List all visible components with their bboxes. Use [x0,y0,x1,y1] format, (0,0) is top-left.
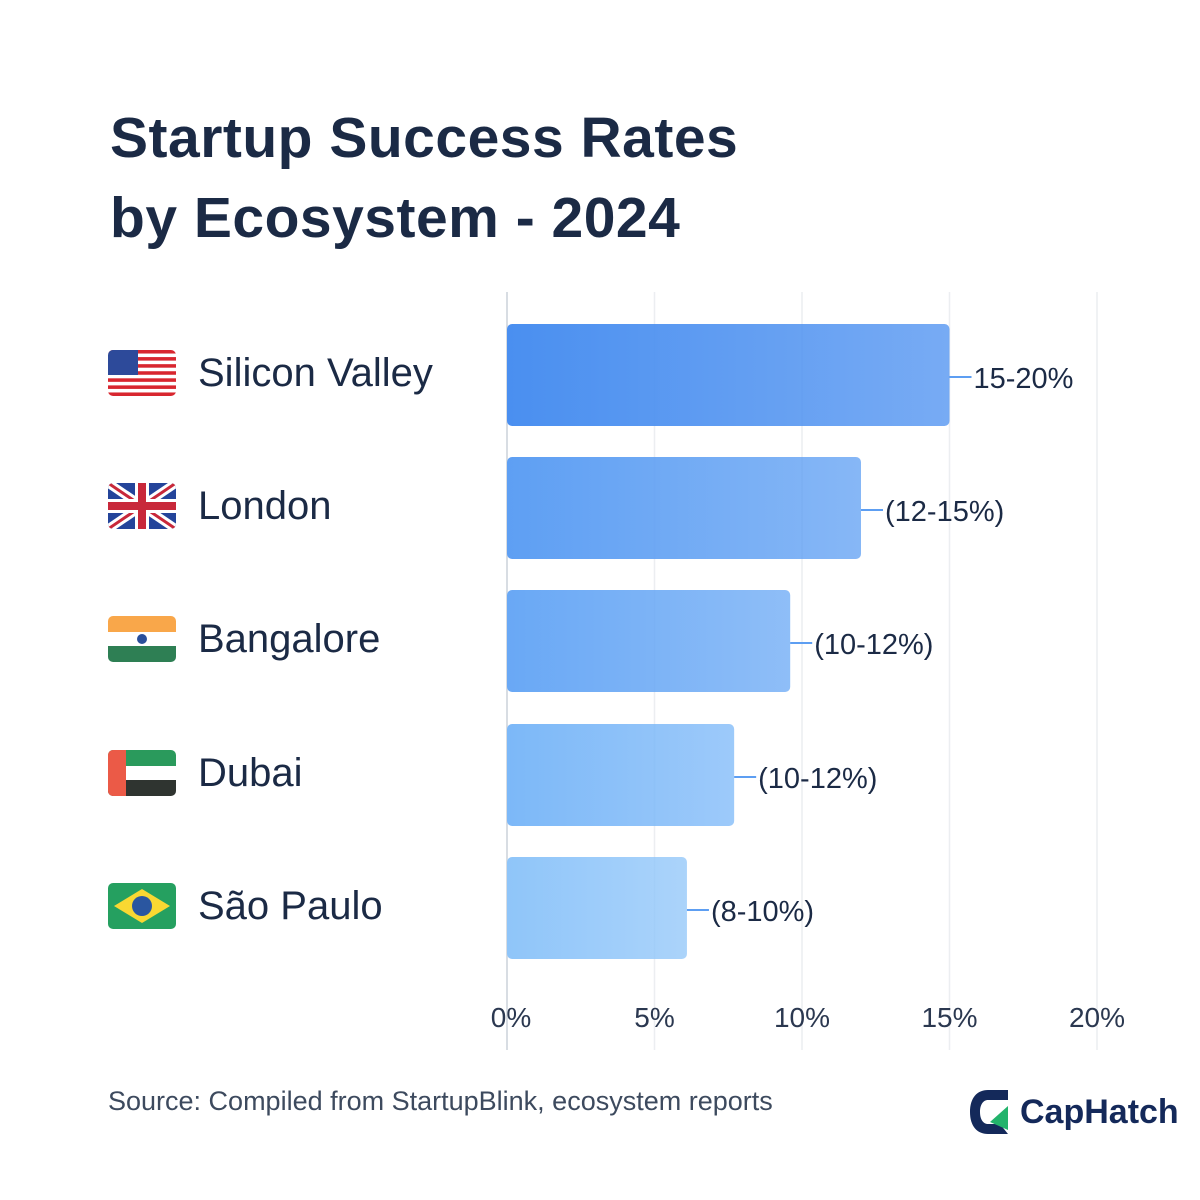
category-name: São Paulo [198,883,383,928]
bar [507,324,950,426]
category-label: São Paulo [108,876,383,936]
uk-flag-icon [108,483,198,529]
category-label: Bangalore [108,609,380,669]
category-name: Silicon Valley [198,350,433,395]
bar [507,457,861,559]
data-label: (8-10%) [711,896,814,928]
x-tick-label: 0% [491,1002,531,1033]
data-label: (10-12%) [814,629,933,661]
category-name: Dubai [198,750,303,795]
x-tick-label: 15% [921,1002,977,1033]
category-name: Bangalore [198,616,381,661]
uae-flag-icon [108,750,198,796]
x-tick-label: 5% [634,1002,674,1033]
logo-text: CapHatch [1020,1092,1179,1131]
bar [507,590,791,692]
title-line-1: Startup Success Rates [110,106,739,170]
caphatch-logo: CapHatch [968,1088,1179,1136]
chart-title: Startup Success Rates by Ecosystem - 202… [110,98,738,258]
caphatch-logo-icon [970,1090,1008,1134]
data-label: (12-15%) [885,496,1004,528]
bar [507,724,735,826]
us-flag-icon [108,350,198,396]
bar [507,857,687,959]
category-label: Silicon Valley [108,343,433,403]
source-note: Source: Compiled from StartupBlink, ecos… [108,1086,773,1116]
data-label: (10-12%) [758,763,877,795]
category-name: London [198,483,332,528]
category-label: Dubai [108,743,303,803]
x-tick-label: 20% [1069,1002,1125,1033]
data-label: 15-20% [974,363,1074,395]
brazil-flag-icon [108,883,198,929]
india-flag-icon [108,616,198,662]
x-tick-label: 10% [774,1002,830,1033]
category-label: London [108,476,331,536]
title-line-2: by Ecosystem - 2024 [110,186,681,250]
